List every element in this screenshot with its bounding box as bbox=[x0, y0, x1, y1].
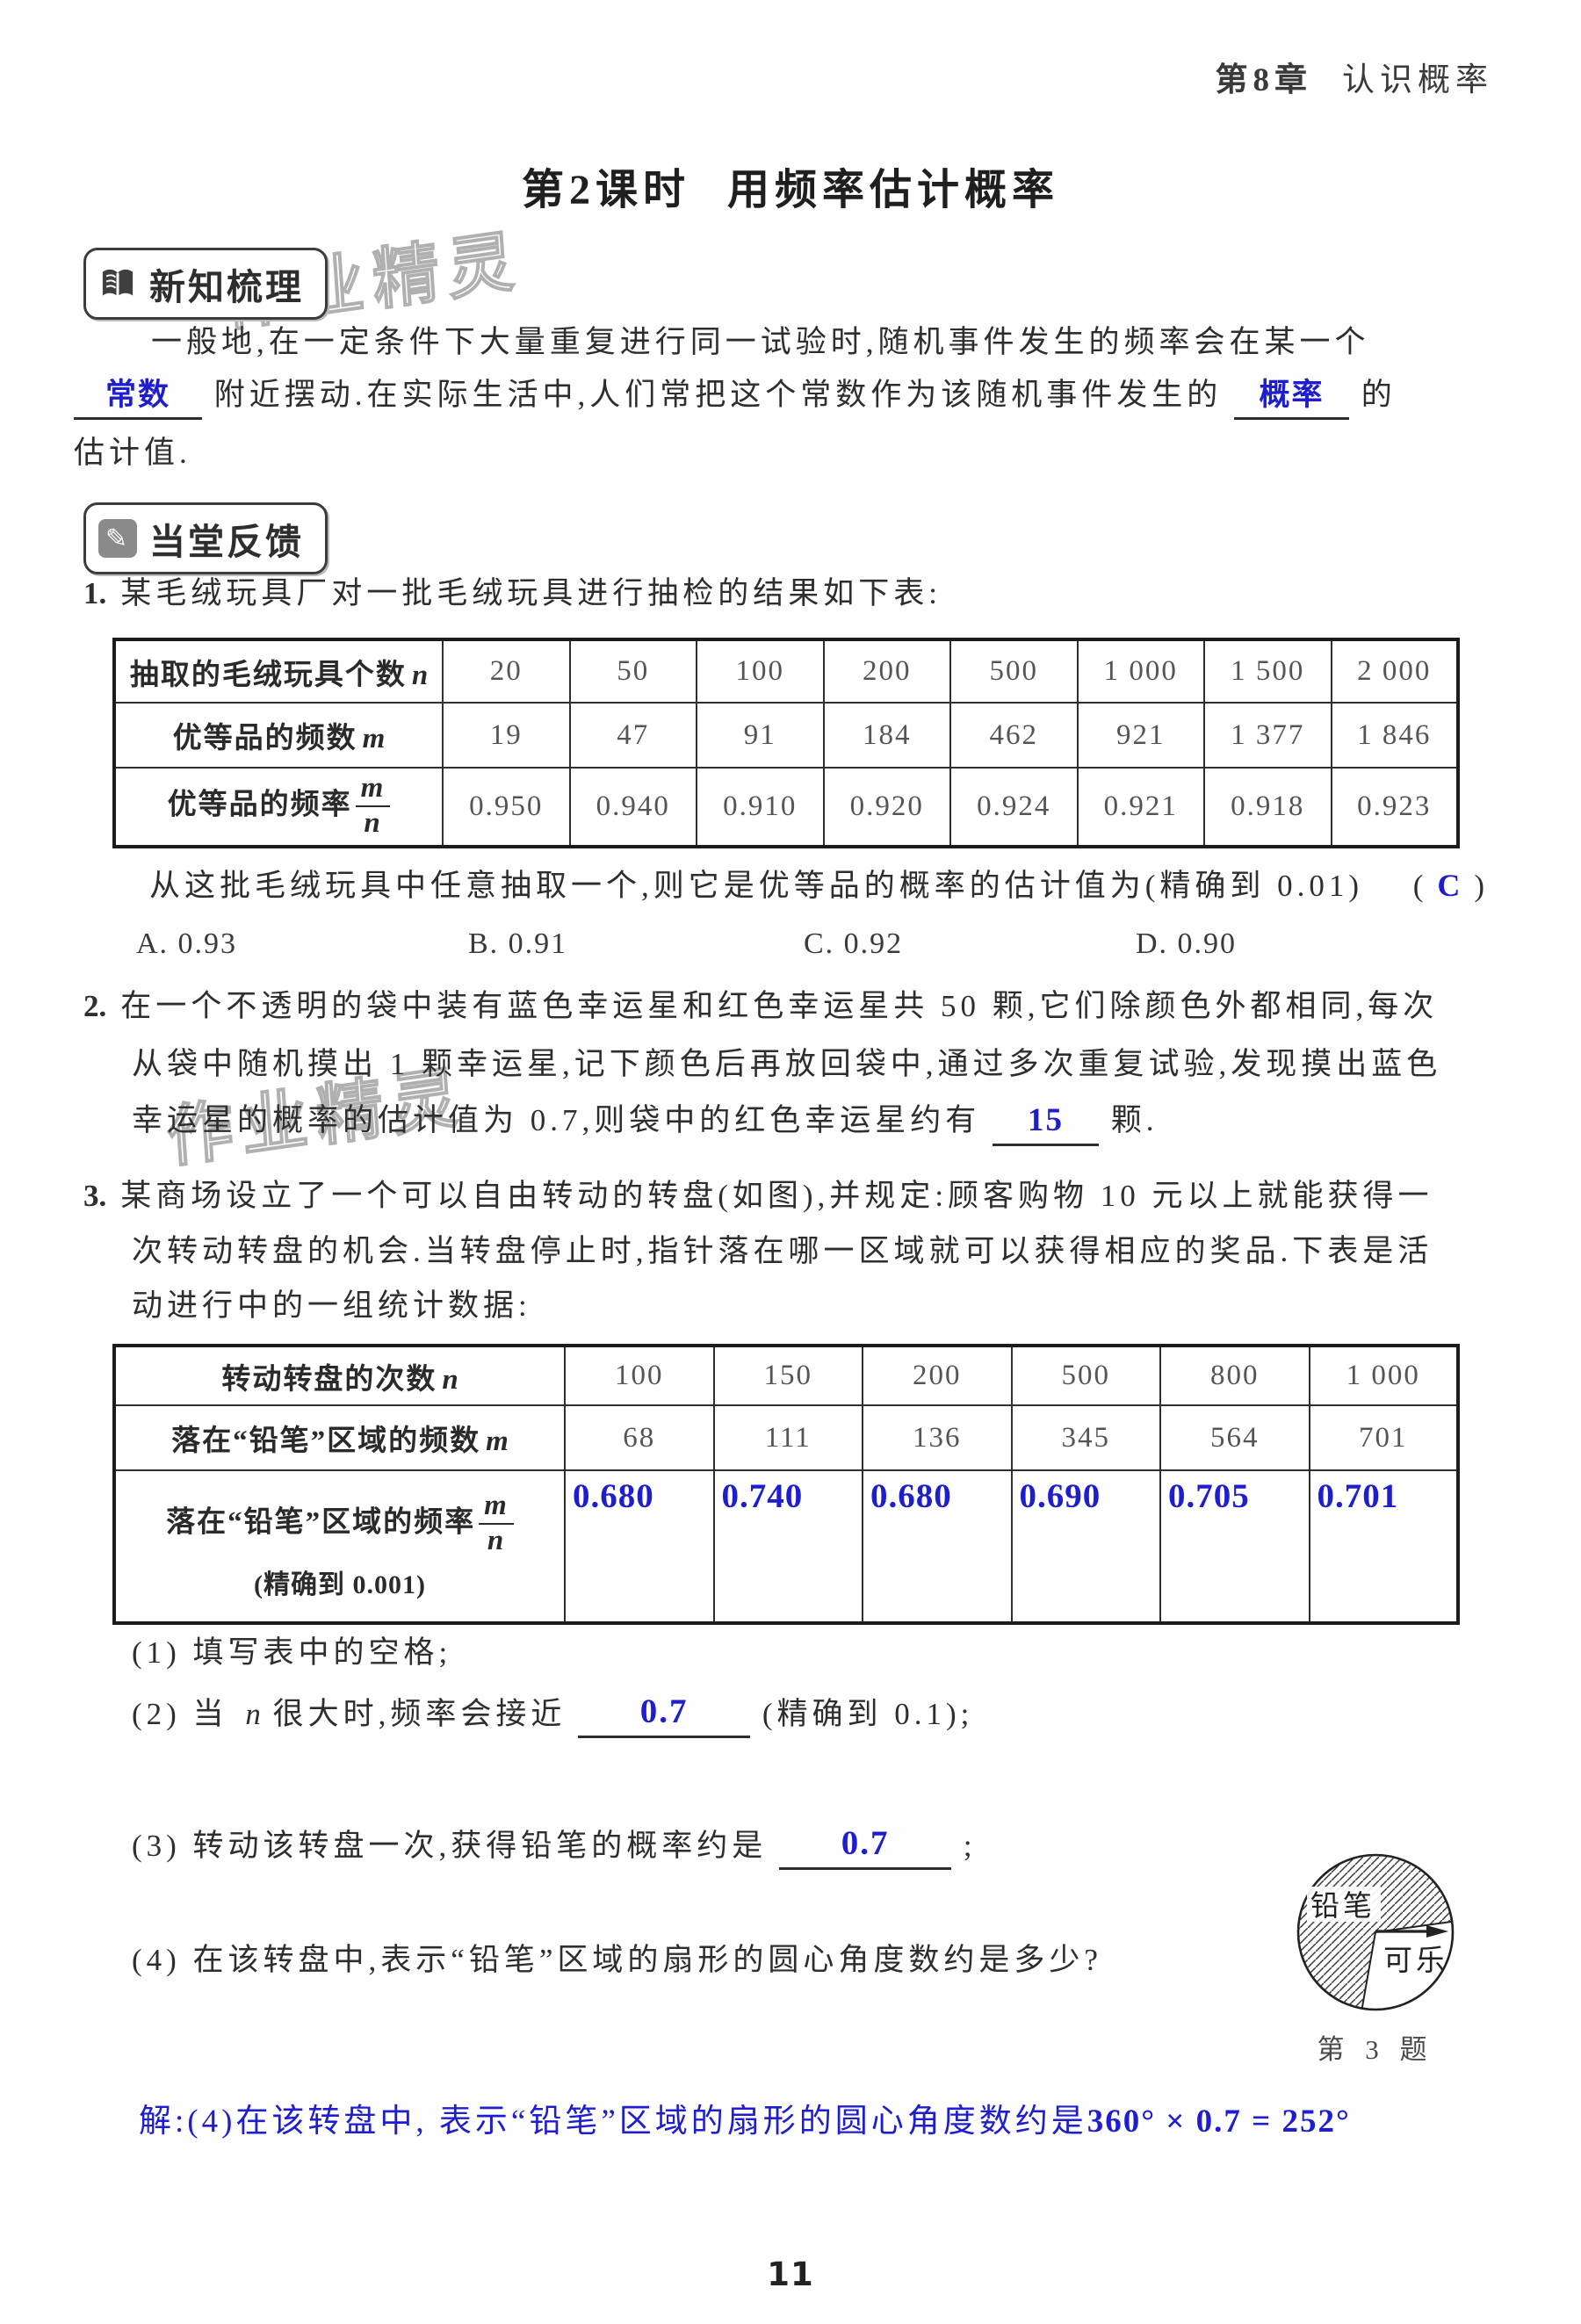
chapter-title: 认识概率 bbox=[1342, 62, 1493, 98]
knowledge-paragraph-line2: 常数 附近摆动.在实际生活中,人们常把这个常数作为该随机事件发生的 概率 的 bbox=[74, 376, 1397, 420]
fill-blank-frequency-limit: 0.7 bbox=[578, 1693, 751, 1738]
option-a: A. 0.93 bbox=[136, 927, 238, 960]
row-header: 落在“铅笔”区域的频率 m n (精确到 0.001) bbox=[113, 1469, 566, 1624]
row-header: 落在“铅笔”区域的频数 m bbox=[113, 1404, 566, 1471]
knowledge-text-tail: 的 bbox=[1361, 378, 1397, 412]
table-row: 优等品的频率 m n 0.950 0.940 0.910 0.920 0.924 0… bbox=[113, 767, 1459, 848]
page-number: 11 bbox=[767, 2255, 814, 2293]
table-row: 落在“铅笔”区域的频数 m 68 111 136 345 564 701 bbox=[113, 1404, 1459, 1471]
section-badge-new-knowledge: 新知梳理 bbox=[83, 248, 328, 320]
fill-answer-frequency: 0.705 bbox=[1168, 1477, 1250, 1515]
fill-answer-frequency: 0.680 bbox=[870, 1477, 952, 1515]
row-header: 转动转盘的次数 n bbox=[113, 1345, 566, 1406]
chapter-header: 第8章 认识概率 bbox=[1216, 53, 1494, 100]
table-row: 抽取的毛绒玩具个数 n 20 50 100 200 500 1 000 1 500… bbox=[113, 639, 1459, 704]
question-2: 2. 在一个不透明的袋中装有蓝色幸运星和红色幸运星共 50 颗,它们除颜色外都相同… bbox=[83, 989, 1439, 1023]
option-c: C. 0.92 bbox=[804, 927, 904, 960]
question-3-number: 3. bbox=[83, 1179, 107, 1213]
q1-table: 抽取的毛绒玩具个数 n 20 50 100 200 500 1 000 1 500… bbox=[112, 638, 1460, 848]
fill-blank-probability: 概率 bbox=[1234, 379, 1350, 420]
q1-question-line: 从这批毛绒玩具中任意抽取一个,则它是优等品的概率的估计值为(精确到 0.01) … bbox=[149, 866, 1488, 906]
pencil-icon: ✎ bbox=[98, 519, 137, 558]
row-header: 抽取的毛绒玩具个数 n bbox=[113, 639, 444, 704]
question-3-line3: 动进行中的一组统计数据: bbox=[132, 1288, 531, 1323]
fill-answer-frequency: 0.680 bbox=[573, 1477, 654, 1515]
section-badge-label: 当堂反馈 bbox=[149, 522, 304, 562]
knowledge-paragraph-line1: 一般地,在一定条件下大量重复进行同一试验时,随机事件发生的频率会在某一个 bbox=[151, 325, 1370, 359]
fill-answer-frequency: 0.740 bbox=[721, 1477, 804, 1515]
option-d: D. 0.90 bbox=[1136, 927, 1238, 960]
q3-table: 转动转盘的次数 n 100 150 200 500 800 1 000 落在“铅笔… bbox=[112, 1344, 1460, 1625]
chapter-number: 第8章 bbox=[1215, 62, 1312, 98]
page-title: 第2课时 用频率估计概率 bbox=[0, 155, 1581, 216]
fill-answer-frequency: 0.701 bbox=[1317, 1477, 1399, 1515]
sub-question-3: (3) 转动该转盘一次,获得铅笔的概率约是 0.7 ; bbox=[132, 1825, 977, 1872]
fill-answer-frequency: 0.690 bbox=[1019, 1477, 1101, 1515]
knowledge-text: 附近摆动.在实际生活中,人们常把这个常数作为该随机事件发生的 bbox=[213, 378, 1223, 412]
option-b: B. 0.91 bbox=[468, 927, 568, 960]
spinner-outline bbox=[1296, 1853, 1455, 2011]
lesson-name: 用频率估计概率 bbox=[727, 167, 1060, 213]
precision-note: (精确到 0.001) bbox=[254, 1570, 426, 1599]
question-1-number: 1. bbox=[83, 576, 107, 610]
fill-blank-red-stars: 15 bbox=[993, 1103, 1100, 1146]
q1-question-text: 从这批毛绒玩具中任意抽取一个,则它是优等品的概率的估计值为(精确到 0.01) bbox=[149, 869, 1364, 903]
sub-question-1: (1) 填写表中的空格; bbox=[132, 1635, 452, 1670]
question-1-stem: 某毛绒玩具厂对一批毛绒玩具进行抽检的结果如下表: bbox=[120, 576, 942, 610]
row-header: 优等品的频率 m n bbox=[113, 767, 444, 848]
question-1: 1. 某毛绒玩具厂对一批毛绒玩具进行抽检的结果如下表: bbox=[83, 574, 942, 613]
pencil-label-halo bbox=[1307, 1887, 1381, 1922]
sub-question-2: (2) 当 n 很大时,频率会接近 0.7 (精确到 0.1); bbox=[132, 1693, 973, 1740]
fill-blank-pencil-probability: 0.7 bbox=[779, 1825, 952, 1870]
table-row: 优等品的频数 m 19 47 91 184 462 921 1 377 1 846 bbox=[113, 702, 1459, 769]
solution-math: 360° × 0.7 = 252° bbox=[1086, 2104, 1351, 2140]
figure-caption: 第 3 题 bbox=[1317, 2034, 1434, 2065]
table-row: 落在“铅笔”区域的频率 m n (精确到 0.001) 0.680 0.740 0.… bbox=[113, 1469, 1459, 1624]
section-badge-feedback: ✎ 当堂反馈 bbox=[83, 502, 328, 574]
spinner-sector-cola-label: 可乐 bbox=[1383, 1945, 1448, 1977]
question-2-number: 2. bbox=[83, 989, 107, 1023]
book-icon bbox=[98, 264, 137, 303]
q1-answer-letter: C bbox=[1437, 868, 1464, 903]
spinner-figure: 铅笔 可乐 bbox=[1296, 1853, 1455, 2011]
sub-question-4: (4) 在该转盘中,表示“铅笔”区域的扇形的圆心角度数约是多少? bbox=[132, 1943, 1102, 1977]
row-header: 优等品的频数 m bbox=[113, 702, 444, 769]
table-row: 转动转盘的次数 n 100 150 200 500 800 1 000 bbox=[113, 1345, 1459, 1406]
question-3-line2: 次转动转盘的机会.当转盘停止时,指针落在哪一区域就可以获得相应的奖品.下表是活 bbox=[132, 1234, 1433, 1268]
knowledge-paragraph-line3: 估计值. bbox=[74, 436, 191, 470]
spinner-arrow-icon bbox=[1375, 1925, 1448, 1938]
lesson-number: 第2课时 bbox=[521, 167, 690, 213]
question-2-line3: 幸运星的概率的估计值为 0.7,则袋中的红色幸运星约有 15 颗. bbox=[132, 1101, 1159, 1146]
fill-blank-constant: 常数 bbox=[74, 379, 202, 420]
spinner-sector-pencil-label: 铅笔 bbox=[1310, 1890, 1375, 1923]
question-3: 3. 某商场设立了一个可以自由转动的转盘(如图),并规定:顾客购物 10 元以上就… bbox=[83, 1179, 1433, 1213]
question-2-line2: 从袋中随机摸出 1 颗幸运星,记下颜色后再放回袋中,通过多次重复试验,发现摸出蓝… bbox=[132, 1047, 1442, 1081]
section-badge-label: 新知梳理 bbox=[149, 267, 304, 307]
solution-text: 解:(4)在该转盘中, 表示“铅笔”区域的扇形的圆心角度数约是360° × 0.… bbox=[139, 2104, 1351, 2140]
q1-answer: (C) bbox=[1412, 868, 1488, 903]
